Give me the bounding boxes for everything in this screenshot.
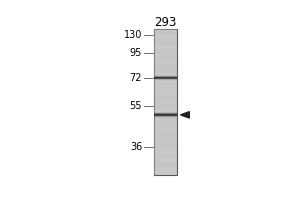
Bar xyxy=(154,133,177,135)
Text: 72: 72 xyxy=(130,73,142,83)
Bar xyxy=(154,142,177,144)
Bar xyxy=(154,164,177,166)
Bar xyxy=(154,82,177,83)
Bar xyxy=(154,147,177,149)
Bar xyxy=(154,96,177,98)
Bar xyxy=(154,69,177,71)
Bar xyxy=(154,63,177,65)
Bar xyxy=(154,85,177,87)
Bar xyxy=(154,162,177,164)
Bar xyxy=(154,104,177,105)
Bar xyxy=(154,71,177,73)
Bar xyxy=(154,107,177,109)
Bar xyxy=(154,93,177,94)
Bar xyxy=(154,100,177,102)
Bar xyxy=(154,98,177,100)
Bar xyxy=(154,41,177,43)
Bar xyxy=(154,137,177,138)
Bar xyxy=(154,43,177,45)
Polygon shape xyxy=(181,112,189,118)
Bar xyxy=(154,140,177,142)
Bar xyxy=(154,129,177,131)
Bar xyxy=(154,171,177,173)
Bar xyxy=(154,144,177,146)
Bar xyxy=(154,120,177,122)
Text: 36: 36 xyxy=(130,142,142,152)
Bar xyxy=(154,47,177,49)
Bar xyxy=(154,166,177,168)
Bar xyxy=(154,76,177,78)
Bar xyxy=(154,29,177,30)
Bar xyxy=(154,67,177,69)
Bar xyxy=(154,151,177,153)
Bar xyxy=(154,51,177,52)
Bar xyxy=(154,60,177,62)
Bar xyxy=(154,169,177,171)
Bar xyxy=(154,127,177,129)
Bar xyxy=(154,131,177,133)
Bar xyxy=(154,36,177,38)
Bar xyxy=(154,52,177,54)
Bar xyxy=(154,73,177,74)
Bar xyxy=(154,49,177,51)
Text: 130: 130 xyxy=(124,30,142,40)
Bar xyxy=(154,58,177,60)
Bar xyxy=(154,30,177,32)
Bar xyxy=(154,87,177,89)
Bar xyxy=(154,29,177,175)
Bar xyxy=(154,135,177,137)
Bar xyxy=(154,157,177,158)
Bar xyxy=(154,153,177,155)
Bar xyxy=(154,78,177,80)
Bar xyxy=(154,155,177,157)
Bar xyxy=(154,111,177,113)
Bar xyxy=(154,115,177,116)
Bar xyxy=(154,146,177,147)
Bar xyxy=(154,122,177,124)
Bar xyxy=(154,118,177,120)
Bar xyxy=(154,74,177,76)
Bar xyxy=(154,173,177,175)
Bar xyxy=(154,38,177,40)
Text: 55: 55 xyxy=(130,101,142,111)
Bar xyxy=(154,94,177,96)
Bar xyxy=(154,138,177,140)
Bar xyxy=(154,113,177,115)
Bar xyxy=(154,102,177,104)
Bar xyxy=(154,109,177,111)
Bar xyxy=(154,62,177,63)
Bar xyxy=(154,124,177,126)
Bar xyxy=(154,160,177,162)
Bar xyxy=(154,158,177,160)
Text: 95: 95 xyxy=(130,48,142,58)
Bar xyxy=(154,149,177,151)
Bar xyxy=(154,83,177,85)
Bar xyxy=(154,89,177,91)
Bar xyxy=(154,91,177,93)
Bar xyxy=(154,65,177,67)
Bar xyxy=(154,105,177,107)
Bar xyxy=(154,80,177,82)
Bar xyxy=(154,34,177,36)
Bar xyxy=(154,32,177,34)
Bar xyxy=(154,54,177,56)
Bar xyxy=(154,126,177,127)
Bar xyxy=(154,116,177,118)
Bar xyxy=(154,45,177,47)
Text: 293: 293 xyxy=(154,16,177,29)
Bar xyxy=(154,168,177,169)
Bar xyxy=(154,40,177,41)
Bar xyxy=(154,56,177,58)
